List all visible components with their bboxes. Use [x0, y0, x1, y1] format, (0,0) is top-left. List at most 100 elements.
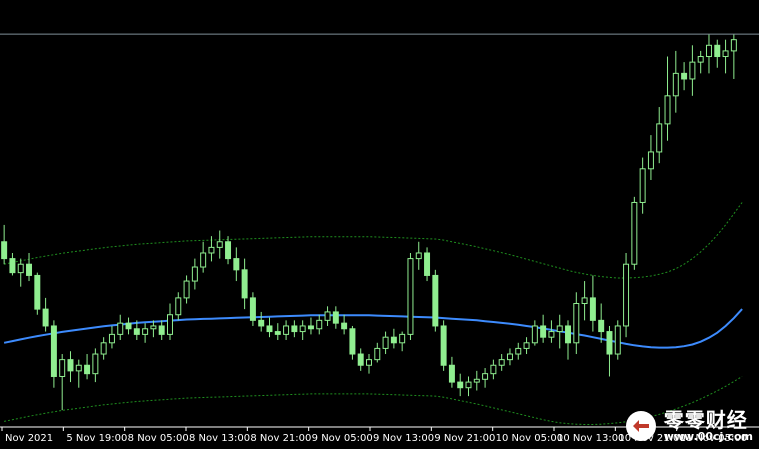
candle — [531, 320, 538, 346]
candle — [291, 320, 298, 338]
candle — [374, 342, 381, 363]
envelope-bands — [3, 202, 743, 425]
candle — [299, 320, 306, 340]
candle — [59, 354, 66, 411]
candle-body-down — [357, 353, 364, 366]
watermark-logo — [625, 411, 656, 441]
candles — [1, 34, 737, 411]
candle-body-up — [117, 322, 124, 335]
candle-body-down — [448, 364, 455, 383]
candle — [407, 252, 414, 340]
candle — [498, 354, 505, 371]
candle-body-down — [274, 331, 281, 335]
candle — [225, 236, 232, 265]
candle — [714, 39, 721, 68]
candle — [125, 317, 132, 335]
candle — [17, 258, 24, 287]
candle-body-up — [75, 364, 82, 372]
x-tick-label: 9 Nov 13:00 — [373, 433, 434, 444]
candle-body-down — [9, 258, 16, 274]
candle — [357, 348, 364, 371]
candle-body-down — [565, 325, 571, 344]
candle-body-down — [349, 328, 356, 355]
candle — [133, 320, 140, 340]
candle — [26, 252, 33, 282]
candle-body-down — [125, 322, 132, 330]
candle — [283, 320, 290, 340]
candle-body-down — [598, 319, 605, 333]
candle-body-down — [390, 336, 397, 344]
watermark-brand: 零零财经 — [663, 408, 748, 432]
candle — [548, 320, 555, 343]
candle — [390, 328, 397, 349]
candle — [75, 359, 82, 388]
candle-body-up — [639, 168, 646, 203]
candle-body-down — [42, 308, 49, 327]
candle-body-up — [490, 364, 497, 375]
candle-body-down — [26, 263, 33, 276]
candle-body-down — [225, 241, 232, 260]
candle-body-down — [67, 359, 74, 372]
candle — [307, 317, 314, 335]
candle — [672, 50, 679, 113]
candle-body-down — [424, 252, 431, 276]
candle — [84, 354, 91, 380]
candle — [216, 230, 223, 259]
candle — [92, 348, 99, 383]
candle-body-down — [266, 325, 273, 333]
candle-body-up — [100, 342, 107, 355]
candle — [473, 370, 480, 391]
candle-body-up — [59, 359, 66, 377]
candle — [50, 320, 57, 388]
candle — [274, 323, 281, 340]
candle — [332, 306, 339, 329]
candle-body-up — [92, 353, 99, 375]
candle-body-down — [540, 325, 547, 338]
candle — [722, 39, 729, 74]
candle — [730, 34, 737, 79]
candle-body-up — [647, 151, 654, 170]
candle — [399, 331, 406, 352]
candle-body-up — [283, 325, 290, 335]
candle — [266, 317, 273, 338]
candle-body-up — [623, 263, 630, 327]
candle-body-up — [142, 328, 149, 335]
candle-body-up — [730, 39, 737, 52]
candle-body-up — [167, 314, 173, 335]
candle-body-up — [473, 378, 480, 383]
x-tick-label: 8 Nov 13:00 — [189, 433, 250, 444]
candle — [158, 320, 165, 340]
candle-body-down — [233, 258, 240, 271]
candle-body-up — [705, 44, 712, 58]
candle-body-up — [175, 297, 182, 316]
candle — [117, 314, 124, 340]
candle-body-down — [1, 241, 8, 260]
candle — [183, 275, 190, 304]
candle-body-up — [150, 325, 157, 330]
candle — [1, 224, 8, 265]
candle-body-up — [515, 347, 522, 355]
candle-body-up — [316, 319, 323, 330]
candle — [556, 314, 563, 349]
candle — [108, 325, 115, 349]
candle-body-up — [191, 266, 198, 282]
candle — [9, 252, 16, 276]
candle — [490, 359, 497, 380]
candle — [167, 303, 173, 340]
candle — [697, 50, 704, 74]
x-tick-label: 9 Nov 05:00 — [312, 433, 373, 444]
candle — [623, 252, 630, 338]
candle — [606, 325, 613, 377]
band-lower-line — [3, 376, 743, 425]
candle — [67, 351, 74, 383]
candle — [233, 247, 240, 282]
candle — [448, 356, 455, 388]
candle — [589, 275, 596, 332]
candle-body-down — [241, 269, 248, 299]
candle — [424, 247, 431, 282]
candle-body-down — [606, 331, 613, 355]
candle — [598, 303, 605, 343]
candle — [565, 320, 571, 360]
candle-body-up — [664, 95, 671, 125]
